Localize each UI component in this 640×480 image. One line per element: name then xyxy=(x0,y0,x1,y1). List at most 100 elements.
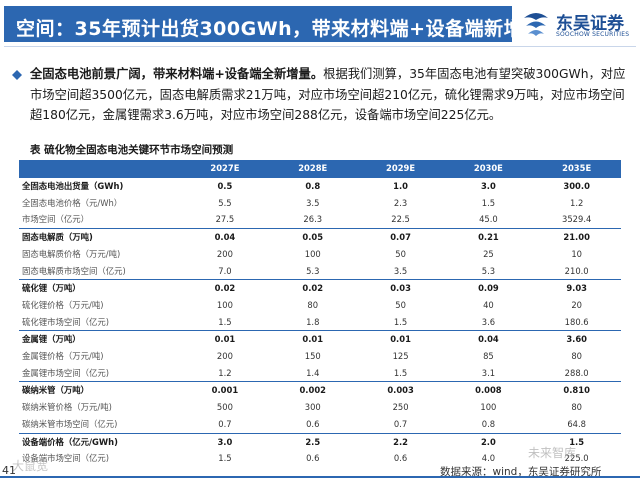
slide-header: 空间：35年预计出货300GWh，带来材料端+设备端新增量 东吴证券 SOOCH… xyxy=(0,0,640,50)
value-cell: 0.008 xyxy=(444,381,533,400)
value-cell: 25 xyxy=(483,248,494,259)
table-row: 硫化锂价格（万元/吨) 100 80 50 40 20 xyxy=(19,297,621,314)
value-cell: 125 xyxy=(392,351,409,362)
value-cell: 0.6 xyxy=(306,418,320,429)
data-source: 数据来源：wind，东吴证券研究所 xyxy=(440,466,602,478)
value-cell: 0.02 xyxy=(181,279,269,297)
value-cell: 0.04 xyxy=(444,330,533,349)
value-cell: 50 xyxy=(395,248,406,259)
row-label-cell: 金属锂（万吨） xyxy=(19,330,181,349)
value-cell: 2.5 xyxy=(268,432,357,451)
value-cell: 250 xyxy=(392,402,409,413)
value-cell: 80 xyxy=(571,402,582,413)
value-cell: 1.4 xyxy=(306,367,320,378)
table-row: 金属锂价格（万元/吨) 200 150 125 85 80 xyxy=(19,348,621,365)
row-label-cell: 固态电解质（万吨) xyxy=(19,228,181,246)
value-cell: 7.0 xyxy=(218,265,232,276)
value-cell: 5.3 xyxy=(481,265,496,276)
value-cell: 100 xyxy=(480,402,497,413)
value-cell: 200 xyxy=(216,248,233,259)
value-cell: 3.0 xyxy=(181,432,269,451)
value-cell: 1.5 xyxy=(218,316,232,327)
value-cell: 0.07 xyxy=(356,228,445,246)
row-label-cell: 硫化锂价格（万元/吨) xyxy=(22,299,104,310)
table-row: 固态电解质市场空间（亿元) 7.0 5.3 3.5 5.3 210.0 xyxy=(19,263,621,280)
value-cell: 100 xyxy=(304,248,321,259)
value-cell: 1.5 xyxy=(481,197,496,208)
value-cell: 40 xyxy=(483,299,494,310)
value-cell: 0.09 xyxy=(444,279,533,297)
value-cell: 200 xyxy=(216,351,233,362)
column-header: 2029E xyxy=(356,160,445,178)
watermark-right: 未来智库 xyxy=(528,446,577,460)
row-label-cell: 全固态电池价格（元/Wh） xyxy=(22,197,123,208)
table-row: 固态电解质价格（万元/吨) 200 100 50 25 10 xyxy=(19,246,621,263)
table-row: 碳纳米管市场空间（亿元) 0.7 0.6 0.7 0.8 64.8 xyxy=(19,416,621,433)
value-cell: 0.7 xyxy=(218,418,232,429)
row-label-cell: 金属锂价格（万元/吨) xyxy=(22,351,104,362)
value-cell: 22.5 xyxy=(391,214,410,225)
value-cell: 3.1 xyxy=(481,367,496,378)
row-label-cell: 碳纳米管（万吨） xyxy=(19,381,181,400)
value-cell: 150 xyxy=(304,351,321,362)
value-cell: 0.7 xyxy=(393,418,408,429)
value-cell: 4.0 xyxy=(481,453,496,464)
value-cell: 3.5 xyxy=(306,197,320,208)
value-cell: 2.2 xyxy=(356,432,445,451)
column-header: 2030E xyxy=(444,160,533,178)
column-header: 2028E xyxy=(268,160,357,178)
value-cell: 0.03 xyxy=(356,279,445,297)
table-group-row: 设备端价格（亿元/GWh) 3.0 2.5 2.2 2.0 1.5 xyxy=(19,432,621,451)
value-cell: 9.03 xyxy=(532,279,621,297)
column-header: 2035E xyxy=(532,160,621,178)
value-cell: 3.0 xyxy=(444,176,533,195)
value-cell: 0.5 xyxy=(181,176,269,195)
summary-body: 根据我们测算，35年固态电池有望突破300GWh，对应市场空间超3500亿元，固… xyxy=(30,67,626,122)
value-cell: 0.6 xyxy=(393,453,408,464)
row-label-cell: 设备端价格（亿元/GWh) xyxy=(19,432,181,451)
value-cell: 80 xyxy=(571,351,582,362)
value-cell: 0.04 xyxy=(181,228,269,246)
row-label-cell: 硫化锂（万吨） xyxy=(19,279,181,297)
value-cell: 64.8 xyxy=(567,418,586,429)
row-label-cell: 硫化锂市场空间（亿元) xyxy=(22,316,110,327)
value-cell: 50 xyxy=(395,299,406,310)
table-header-row: 2027E 2028E 2029E 2030E 2035E xyxy=(19,160,621,178)
value-cell: 300 xyxy=(304,402,321,413)
value-cell: 3.5 xyxy=(393,265,408,276)
logo-name-en: SOOCHOW SECURITIES xyxy=(556,31,630,38)
table-row: 全固态电池价格（元/Wh） 5.5 3.5 2.3 1.5 1.2 xyxy=(19,195,621,212)
value-cell: 2.0 xyxy=(444,432,533,451)
value-cell: 180.6 xyxy=(564,316,589,327)
value-cell: 85 xyxy=(483,351,494,362)
value-cell: 0.003 xyxy=(356,381,445,400)
table-group-row: 金属锂（万吨） 0.01 0.01 0.01 0.04 3.60 xyxy=(19,330,621,349)
market-forecast-table: 2027E 2028E 2029E 2030E 2035E 全固态电池出货量（G… xyxy=(19,160,621,467)
value-cell: 27.5 xyxy=(215,214,235,225)
header-divider xyxy=(4,46,636,47)
soochow-logo: 东吴证券 SOOCHOW SECURITIES xyxy=(518,6,636,44)
row-label-cell: 设备端市场空间（亿元) xyxy=(22,453,110,464)
value-cell: 0.8 xyxy=(268,176,357,195)
value-cell: 1.5 xyxy=(218,453,232,464)
row-label-cell: 市场空间（亿元） xyxy=(22,214,89,225)
value-cell: 0.01 xyxy=(181,330,269,349)
value-cell: 1.5 xyxy=(532,432,621,451)
value-cell: 100 xyxy=(216,299,233,310)
value-cell: 10 xyxy=(571,248,582,259)
diamond-bullet-icon xyxy=(12,70,22,80)
table-group-row: 固态电解质（万吨) 0.04 0.05 0.07 0.21 21.00 xyxy=(19,228,621,246)
page-number: 41 xyxy=(2,464,16,477)
value-cell: 300.0 xyxy=(532,176,621,195)
table-row: 市场空间（亿元） 27.5 26.3 22.5 45.0 3529.4 xyxy=(19,211,621,228)
logo-name-cn: 东吴证券 xyxy=(556,14,624,34)
table-group-row: 全固态电池出货量（GWh) 0.5 0.8 1.0 3.0 300.0 xyxy=(19,176,621,195)
value-cell: 0.02 xyxy=(268,279,357,297)
table-row: 硫化锂市场空间（亿元) 1.5 1.8 1.5 3.6 180.6 xyxy=(19,314,621,331)
value-cell: 0.01 xyxy=(268,330,357,349)
slide-title: 空间：35年预计出货300GWh，带来材料端+设备端新增量 xyxy=(16,18,543,40)
row-label-cell: 全固态电池出货量（GWh) xyxy=(19,176,181,195)
column-header: 2027E xyxy=(181,160,269,178)
value-cell: 1.2 xyxy=(218,367,232,378)
value-cell: 500 xyxy=(216,402,233,413)
